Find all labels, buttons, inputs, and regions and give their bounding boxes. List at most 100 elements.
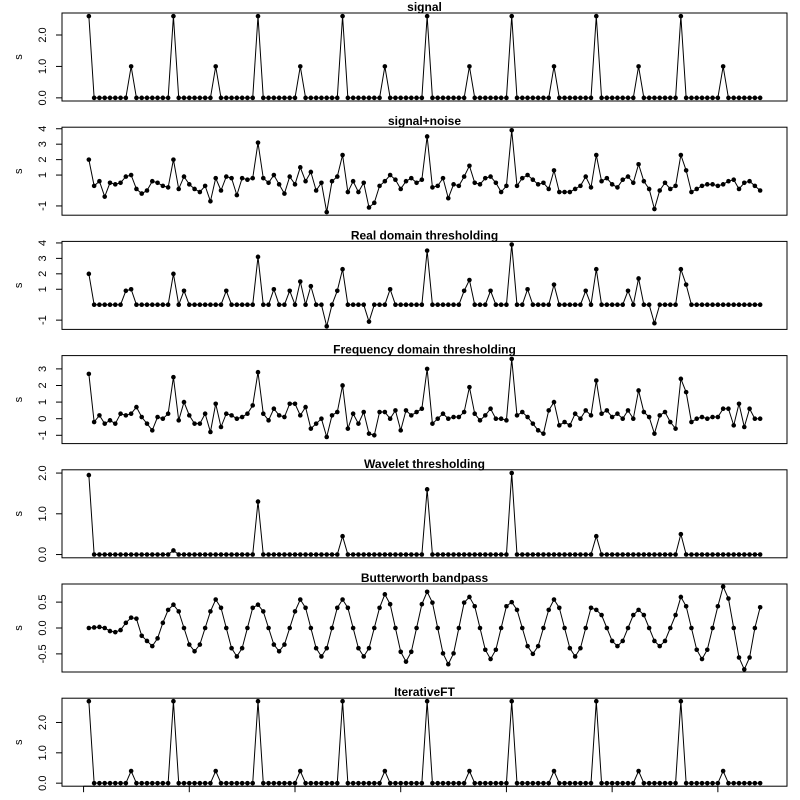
point: [292, 552, 298, 557]
point: [514, 95, 520, 101]
point: [123, 95, 129, 101]
point: [319, 180, 324, 186]
point: [578, 183, 583, 189]
point: [435, 780, 441, 786]
point: [149, 428, 155, 433]
point: [229, 780, 234, 786]
point: [488, 406, 493, 412]
point: [430, 780, 435, 786]
point: [488, 174, 493, 179]
point: [403, 780, 409, 786]
point: [282, 642, 287, 647]
point: [223, 288, 229, 294]
point: [715, 780, 721, 786]
point: [451, 95, 456, 101]
point: [546, 408, 552, 413]
point: [498, 552, 504, 557]
point: [667, 95, 673, 101]
point: [234, 780, 240, 786]
point: [102, 194, 108, 199]
point: [541, 302, 546, 307]
point: [667, 419, 673, 425]
point: [467, 163, 472, 169]
point: [625, 552, 631, 557]
point: [324, 209, 330, 215]
point: [356, 645, 361, 651]
point: [477, 780, 483, 786]
point: [609, 780, 615, 786]
point: [334, 174, 340, 179]
point: [176, 609, 182, 614]
point: [683, 389, 689, 395]
point: [424, 589, 430, 595]
point: [356, 302, 361, 307]
point: [556, 605, 562, 611]
point: [519, 175, 525, 181]
point: [382, 409, 388, 415]
point: [530, 95, 536, 101]
point: [202, 552, 208, 557]
point: [752, 552, 758, 557]
point: [546, 552, 552, 557]
point: [472, 411, 478, 417]
point: [488, 288, 493, 294]
point: [493, 95, 499, 101]
point: [245, 780, 250, 786]
point: [752, 416, 758, 421]
point: [572, 302, 578, 307]
point: [208, 95, 213, 101]
point: [720, 64, 726, 69]
point: [181, 174, 187, 179]
point: [583, 174, 589, 179]
point: [498, 625, 504, 631]
point: [715, 414, 721, 420]
point: [292, 95, 298, 101]
point: [313, 780, 319, 786]
point: [107, 780, 113, 786]
point: [694, 647, 700, 653]
panel: signal+noise s -1 1 2 3 4: [13, 114, 788, 216]
point: [731, 625, 737, 631]
point: [144, 552, 150, 557]
point: [741, 302, 747, 307]
point: [361, 780, 367, 786]
point: [250, 302, 256, 307]
point: [419, 302, 425, 307]
point: [451, 182, 456, 187]
point: [171, 157, 176, 162]
point: [266, 95, 271, 101]
point: [636, 607, 641, 613]
point: [223, 174, 229, 179]
point: [393, 552, 398, 557]
point: [192, 95, 197, 101]
point: [382, 768, 388, 774]
point: [588, 185, 594, 190]
point: [445, 302, 451, 307]
point: [149, 552, 155, 557]
point: [615, 643, 620, 649]
point: [245, 625, 250, 631]
point: [731, 423, 737, 428]
point: [741, 552, 747, 557]
point: [599, 411, 604, 417]
point: [271, 172, 277, 178]
point: [329, 413, 335, 418]
point: [689, 189, 694, 195]
point: [282, 191, 287, 196]
point: [451, 552, 456, 557]
y-tick-label: 0: [37, 416, 49, 422]
point: [197, 302, 203, 307]
point: [620, 780, 626, 786]
point: [641, 95, 647, 101]
point: [456, 95, 462, 101]
point: [255, 369, 261, 375]
point: [652, 206, 657, 212]
y-tick-label: 3: [37, 141, 49, 147]
point: [340, 533, 345, 539]
point: [583, 552, 589, 557]
panel-title: signal+noise: [388, 114, 461, 128]
point: [308, 552, 314, 557]
point: [271, 780, 277, 786]
point: [556, 780, 562, 786]
point: [218, 302, 224, 307]
